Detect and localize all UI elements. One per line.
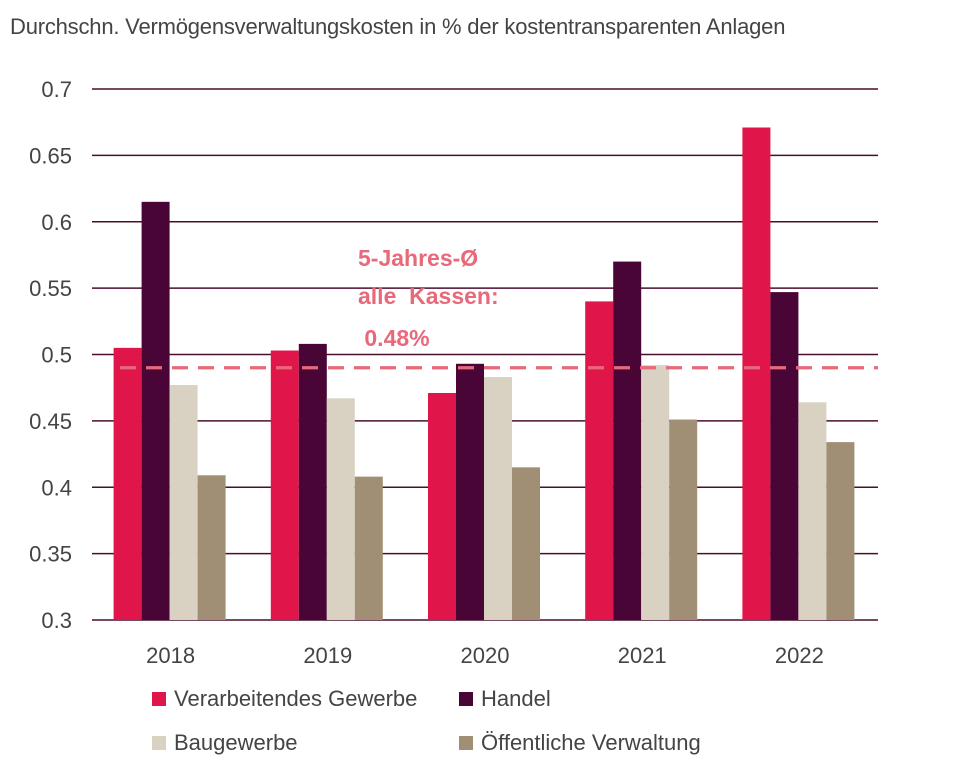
legend-item-oeffentliche-verwaltung: Öffentliche Verwaltung [459, 730, 701, 756]
bar-handel-2020 [456, 363, 484, 620]
bar-handel-2018 [141, 201, 170, 620]
bar-baugewerbe-2022 [798, 402, 827, 620]
y-tick-label: 0.6 [41, 210, 72, 235]
bars [113, 127, 855, 620]
bar-chart: 0.3 0.35 0.4 0.45 0.5 0.55 0.6 0.65 0.7 2018 2019… [29, 77, 878, 668]
bar-verarbeitendes-gewerbe-2020 [428, 392, 456, 620]
y-tick-label: 0.4 [41, 475, 72, 500]
bar-handel-2019 [298, 343, 327, 620]
y-tick-label: 0.45 [29, 409, 72, 434]
annotation-line: 0.48% [358, 325, 430, 351]
y-tick-label: 0.3 [41, 608, 72, 633]
bar-handel-2022 [770, 292, 799, 620]
x-tick-label: 2020 [461, 643, 510, 668]
legend-item-baugewerbe: Baugewerbe [152, 730, 298, 756]
x-axis-ticks: 2018 2019 2020 2021 2022 [146, 643, 824, 668]
x-tick-label: 2018 [146, 643, 195, 668]
bar-baugewerbe-2020 [484, 377, 512, 620]
y-tick-label: 0.55 [29, 276, 72, 301]
bar-baugewerbe-2018 [169, 385, 198, 620]
legend-label: Baugewerbe [174, 730, 298, 755]
chart-title: Durchschn. Vermögensverwaltungskosten in… [10, 14, 786, 39]
x-tick-label: 2019 [303, 643, 352, 668]
y-tick-label: 0.5 [41, 343, 72, 368]
annotation-line: alle Kassen: [358, 283, 499, 309]
bar--ffentliche-verwaltung-2018 [197, 475, 226, 620]
bar--ffentliche-verwaltung-2022 [826, 442, 855, 620]
legend-swatch [152, 692, 166, 706]
y-tick-label: 0.35 [29, 542, 72, 567]
legend-swatch [459, 736, 473, 750]
bar-baugewerbe-2021 [641, 365, 670, 620]
annotation: 5-Jahres-Ø alle Kassen: 0.48% [358, 245, 499, 351]
bar-verarbeitendes-gewerbe-2019 [270, 350, 299, 620]
legend-swatch [459, 692, 473, 706]
bar-baugewerbe-2019 [326, 398, 355, 620]
bar-verarbeitendes-gewerbe-2022 [742, 127, 771, 620]
legend-item-handel: Handel [459, 686, 551, 712]
legend-label: Öffentliche Verwaltung [481, 730, 701, 755]
legend-swatch [152, 736, 166, 750]
y-axis-ticks: 0.3 0.35 0.4 0.45 0.5 0.55 0.6 0.65 0.7 [29, 77, 72, 633]
x-tick-label: 2021 [618, 643, 667, 668]
legend-label: Handel [481, 686, 551, 711]
bar--ffentliche-verwaltung-2019 [354, 476, 383, 620]
bar-verarbeitendes-gewerbe-2018 [113, 347, 142, 620]
legend-item-verarbeitendes-gewerbe: Verarbeitendes Gewerbe [152, 686, 417, 712]
bar--ffentliche-verwaltung-2020 [512, 467, 540, 620]
x-tick-label: 2022 [775, 643, 824, 668]
y-tick-label: 0.7 [41, 77, 72, 102]
bar-verarbeitendes-gewerbe-2021 [585, 301, 614, 620]
bar-handel-2021 [613, 261, 642, 620]
legend-label: Verarbeitendes Gewerbe [174, 686, 418, 711]
y-tick-label: 0.65 [29, 143, 72, 168]
bar--ffentliche-verwaltung-2021 [669, 419, 698, 620]
annotation-line: 5-Jahres-Ø [358, 245, 478, 271]
